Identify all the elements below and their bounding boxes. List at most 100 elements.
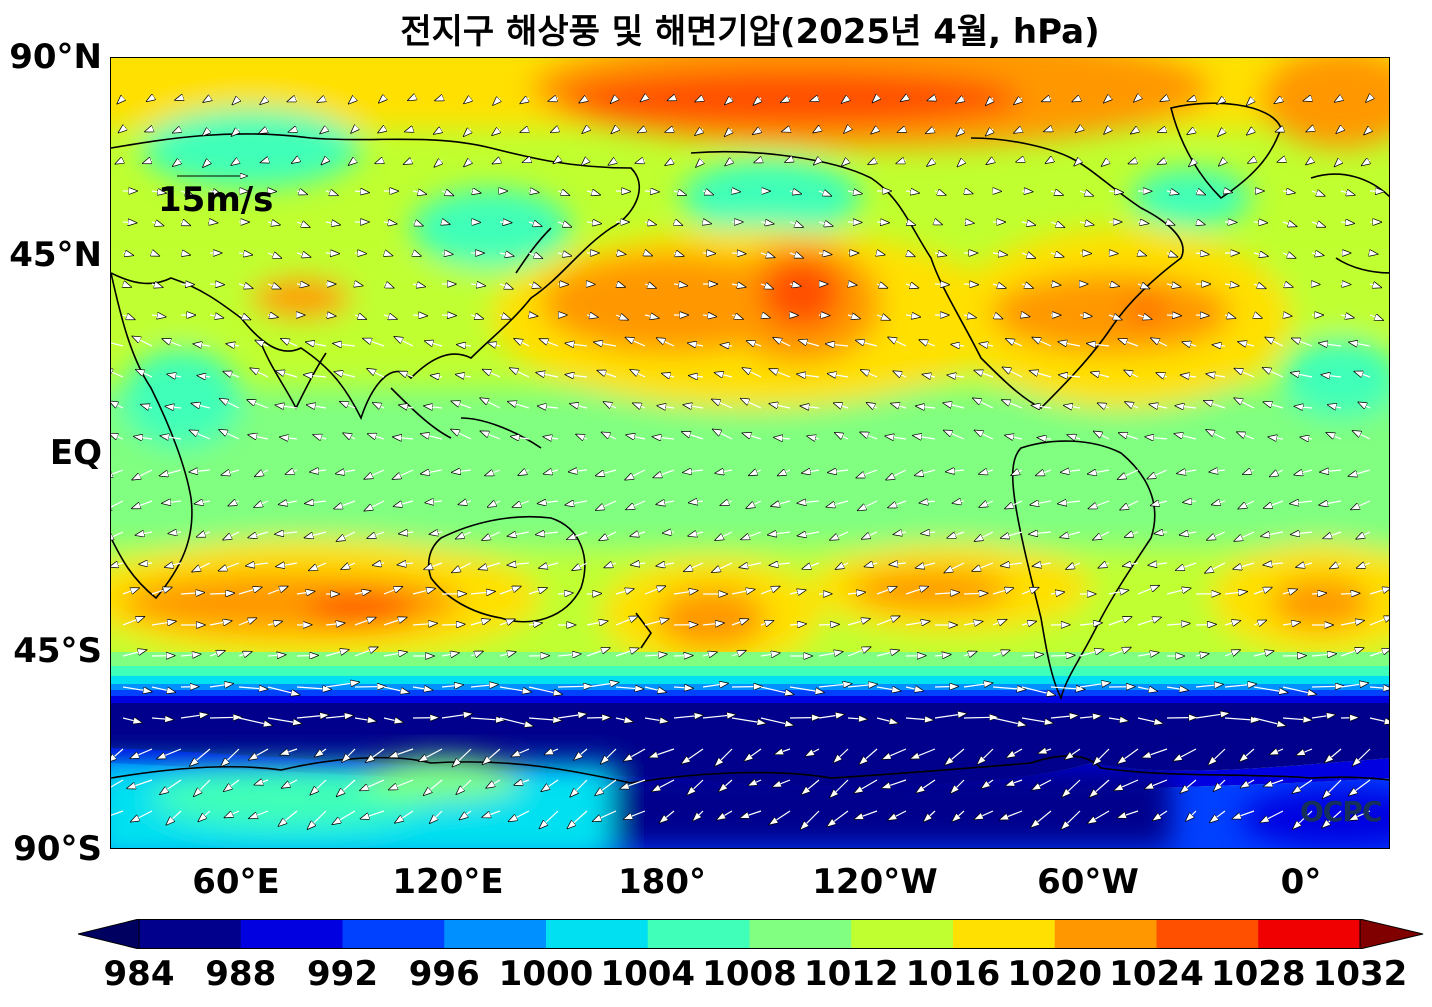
wind-arrow [1266,338,1284,347]
lat-label-eq: EQ [49,433,102,473]
wind-arrow [1237,432,1255,440]
wind-arrow [867,403,878,408]
wind-arrow [528,718,561,721]
wind-arrow [1330,563,1342,568]
wind-arrow [238,253,252,255]
wind-arrow [412,687,432,690]
wind-arrow [741,531,762,539]
wind-arrow [168,374,182,377]
wind-arrow [621,779,646,789]
wind-arrow [163,339,182,347]
wind-arrow [399,532,414,534]
wind-arrow [980,501,994,507]
wind-arrow [1292,338,1313,347]
colorbar-tick-label: 1012 [803,954,899,994]
wind-arrow [390,748,414,757]
wind-arrow [482,531,501,540]
wind-arrow [378,129,384,133]
wind-arrow [1033,563,1052,566]
wind-arrow [1003,367,1023,378]
wind-arrow [582,160,587,165]
wind-arrow [1166,315,1181,316]
wind-arrow [399,405,414,408]
wind-arrow [232,160,240,165]
wind-arrow [1282,191,1295,193]
wind-arrow [521,129,529,132]
wind-arrow [383,618,406,626]
wind-arrow [702,315,716,317]
wind-arrow [260,98,268,104]
wind-arrow [1022,315,1029,317]
wind-arrow [441,191,453,195]
wind-arrow [529,315,537,316]
wind-arrow [1062,779,1081,797]
wind-arrow [1224,284,1238,286]
wind-arrow [921,532,936,534]
wind-arrow [383,652,407,656]
wind-arrow [1079,716,1101,718]
wind-arrow [542,779,559,791]
wind-arrow [1319,343,1342,346]
wind-arrow [376,160,385,163]
wind-arrow [987,160,993,164]
wind-arrow [457,779,472,794]
wind-arrow [905,687,923,691]
wind-arrow [1011,470,1023,475]
wind-arrow [834,748,849,763]
wind-arrow [916,779,936,793]
wind-arrow [1017,160,1023,162]
wind-arrow [1014,129,1022,133]
wind-arrow [1090,779,1110,797]
wind-arrow [1079,222,1093,225]
wind-arrow [719,779,733,791]
wind-arrow [499,686,531,692]
wind-arrow [586,683,618,688]
wind-arrow [173,160,181,166]
wind-arrow [702,253,715,254]
wind-arrow [760,653,779,656]
wind-arrow [624,810,646,819]
wind-arrow [1115,779,1139,790]
wind-arrow [551,129,558,132]
wind-arrow [957,129,964,136]
wind-arrow [1224,315,1235,318]
wind-arrow [311,779,327,795]
wind-arrow [953,501,965,503]
wind-arrow [493,98,500,105]
wind-arrow [275,532,298,534]
wind-arrow [650,748,675,757]
wind-arrow [934,655,950,657]
wind-arrow [255,780,269,785]
wind-arrow [1355,372,1371,377]
wind-arrow [368,531,385,538]
wind-arrow [1225,191,1232,192]
wind-arrow [964,191,972,194]
wind-arrow [1166,253,1177,257]
wind-arrow [1297,748,1313,755]
wind-arrow [652,779,675,791]
wind-arrow [162,501,182,503]
wind-arrow [883,748,907,759]
wind-arrow [1243,470,1255,474]
wind-arrow [876,717,898,723]
colorbar-tick-label: 1020 [1007,954,1103,994]
wind-arrow [499,717,533,726]
wind-arrow [1161,98,1167,101]
wind-arrow [945,562,965,573]
wind-arrow [190,470,211,472]
wind-arrow [279,810,298,826]
wind-arrow [827,500,849,507]
wind-arrow [1205,562,1226,573]
wind-arrow [890,563,907,565]
wind-arrow [314,435,327,439]
colorbar-extend-high [1359,918,1424,950]
wind-arrow [731,619,748,626]
wind-arrow [1188,129,1197,134]
wind-arrow [1311,654,1336,656]
wind-arrow [1079,191,1093,196]
wind-arrow [1282,686,1316,694]
wind-arrow [1195,654,1208,656]
lat-label-90n: 90°N [9,37,102,77]
wind-arrow [408,98,413,100]
wind-arrow [1050,655,1074,656]
